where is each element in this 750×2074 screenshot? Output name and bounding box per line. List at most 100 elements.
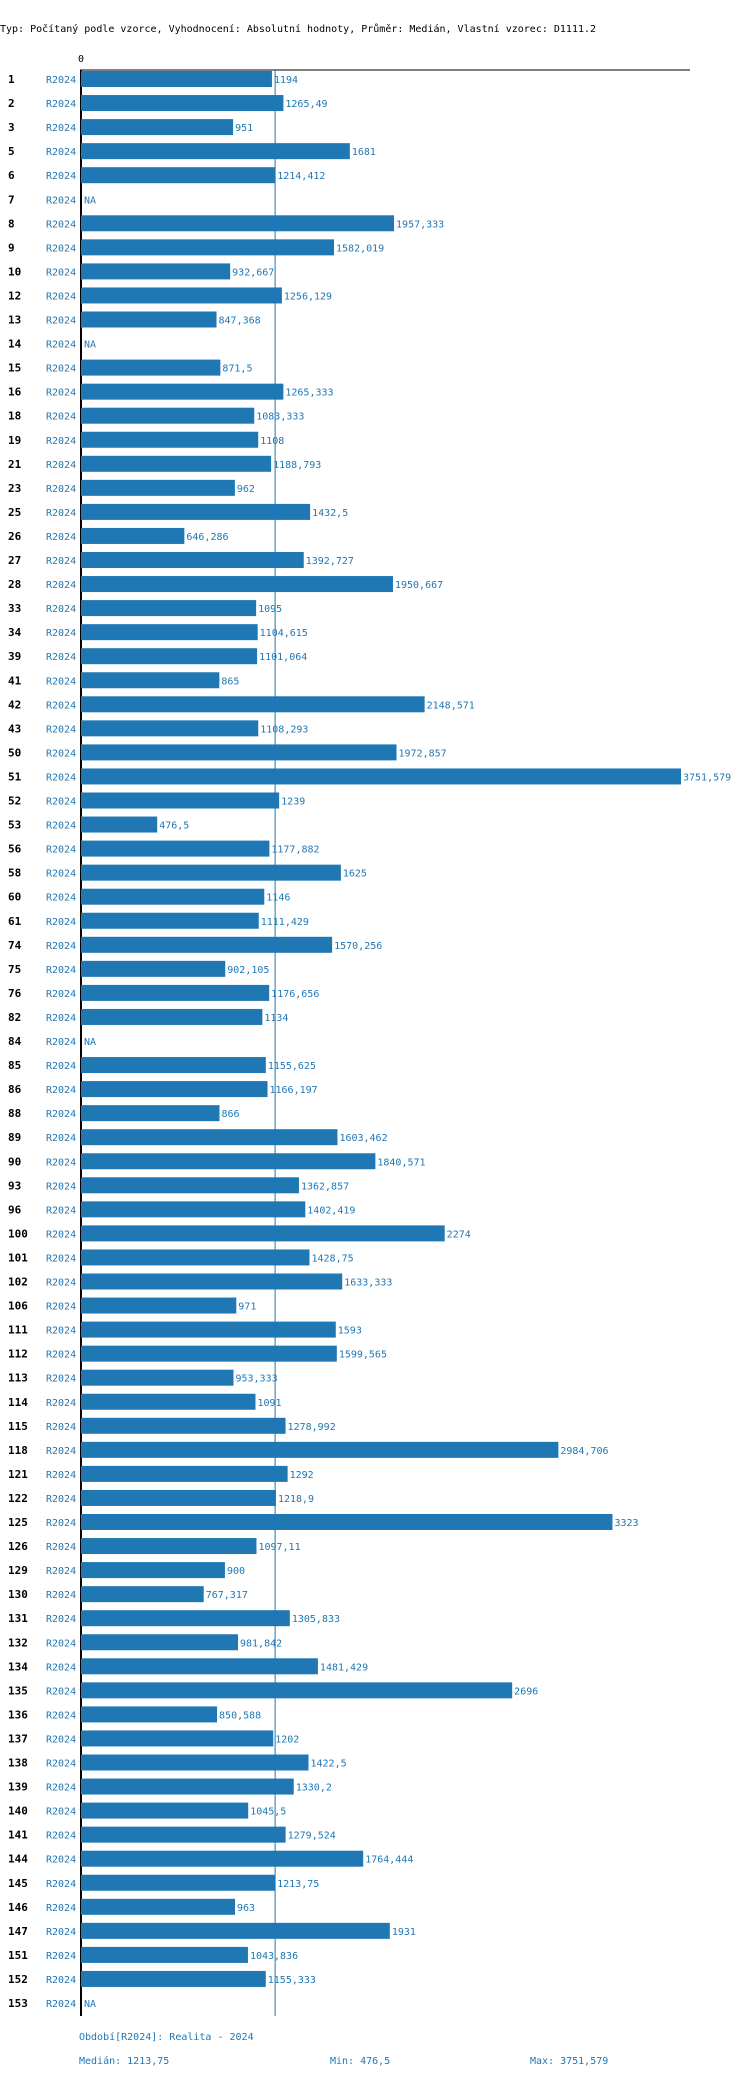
- series-label: R2024: [46, 1494, 76, 1505]
- bar: [81, 1874, 276, 1891]
- value-label: 1265,333: [285, 388, 333, 399]
- row-id-label: 111: [8, 1324, 28, 1337]
- series-label: R2024: [46, 1518, 76, 1529]
- series-label: R2024: [46, 412, 76, 423]
- series-label: R2024: [46, 484, 76, 495]
- bar: [81, 527, 185, 544]
- bar: [81, 624, 258, 641]
- bar: [81, 239, 335, 256]
- bar: [81, 1249, 310, 1266]
- bar: [81, 1658, 318, 1675]
- series-label: R2024: [46, 436, 76, 447]
- series-label: R2024: [46, 171, 76, 182]
- value-label: 1213,75: [277, 1879, 319, 1890]
- value-label: 1043,836: [250, 1951, 298, 1962]
- value-label: 1155,625: [268, 1061, 316, 1072]
- value-label: 1218,9: [278, 1494, 314, 1505]
- value-label: 476,5: [159, 821, 189, 832]
- value-label: 1188,793: [273, 460, 321, 471]
- value-label: 1045,5: [250, 1807, 286, 1818]
- axis-zero-label: 0: [78, 54, 84, 65]
- row-id-label: 76: [8, 987, 22, 1000]
- row-id-label: 153: [8, 1997, 28, 2010]
- bar: [81, 672, 220, 689]
- series-label: R2024: [46, 1181, 76, 1192]
- bar: [81, 215, 395, 232]
- bar: [81, 1610, 290, 1627]
- row-id-label: 52: [8, 795, 21, 808]
- bar: [81, 1826, 286, 1843]
- value-label: 1432,5: [312, 508, 348, 519]
- bar: [81, 912, 259, 929]
- series-label: R2024: [46, 388, 76, 399]
- bar: [81, 1514, 613, 1530]
- bar: [81, 1201, 306, 1218]
- row-id-label: 3: [8, 121, 15, 134]
- series-label: R2024: [46, 532, 76, 543]
- row-id-label: 134: [8, 1660, 28, 1673]
- row-id-label: 39: [8, 650, 21, 663]
- series-label: R2024: [46, 604, 76, 615]
- bar: [81, 1970, 266, 1987]
- value-label: 1265,49: [285, 99, 327, 110]
- row-id-label: 145: [8, 1877, 28, 1890]
- series-label: R2024: [46, 1831, 76, 1842]
- series-label: R2024: [46, 1061, 76, 1072]
- value-label: 932,667: [232, 267, 274, 278]
- row-id-label: 93: [8, 1179, 21, 1192]
- value-label: 951: [235, 123, 253, 134]
- value-label: 1134: [264, 1013, 288, 1024]
- series-label: R2024: [46, 1422, 76, 1433]
- series-label: R2024: [46, 1710, 76, 1721]
- series-label: R2024: [46, 1157, 76, 1168]
- row-id-label: 146: [8, 1901, 28, 1914]
- series-label: R2024: [46, 1253, 76, 1264]
- row-id-label: 14: [8, 338, 22, 351]
- value-label: 865: [221, 676, 239, 687]
- row-id-label: 141: [8, 1829, 28, 1842]
- value-label: 646,286: [186, 532, 228, 543]
- bar: [81, 1538, 257, 1555]
- value-label: NA: [84, 195, 96, 206]
- bar: [81, 1778, 294, 1795]
- series-label: R2024: [46, 1783, 76, 1794]
- bar: [81, 840, 270, 857]
- series-label: R2024: [46, 941, 76, 952]
- row-id-label: 13: [8, 314, 21, 327]
- value-label: 847,368: [219, 316, 261, 327]
- series-label: R2024: [46, 147, 76, 158]
- chart-title: Typ: Počítaný podle vzorce, Vyhodnocení:…: [0, 23, 596, 35]
- value-label: 900: [227, 1566, 245, 1577]
- row-id-label: 90: [8, 1155, 21, 1168]
- value-label: 1603,462: [339, 1133, 387, 1144]
- value-label: NA: [84, 1037, 96, 1048]
- value-label: 1083,333: [256, 412, 304, 423]
- bar: [81, 792, 280, 809]
- value-label: 1214,412: [277, 171, 325, 182]
- value-label: 1402,419: [307, 1205, 355, 1216]
- value-label: 767,317: [206, 1590, 248, 1601]
- series-label: R2024: [46, 628, 76, 639]
- row-id-label: 9: [8, 241, 15, 254]
- row-id-label: 1: [8, 73, 15, 86]
- row-id-label: 85: [8, 1059, 21, 1072]
- bar: [81, 143, 350, 160]
- value-label: 1305,833: [292, 1614, 340, 1625]
- row-id-label: 6: [8, 169, 15, 182]
- bar: [81, 1177, 299, 1194]
- value-label: 1097,11: [258, 1542, 300, 1553]
- row-id-label: 41: [8, 674, 22, 687]
- value-label: 1950,667: [395, 580, 443, 591]
- series-label: R2024: [46, 1855, 76, 1866]
- row-id-label: 28: [8, 578, 21, 591]
- row-id-label: 147: [8, 1925, 28, 1938]
- bar: [81, 1922, 390, 1939]
- bar: [81, 1008, 263, 1025]
- series-label: R2024: [46, 556, 76, 567]
- row-id-label: 56: [8, 843, 22, 856]
- row-id-label: 138: [8, 1757, 28, 1770]
- bar: [81, 1898, 236, 1915]
- series-label: R2024: [46, 1085, 76, 1096]
- row-id-label: 33: [8, 602, 21, 615]
